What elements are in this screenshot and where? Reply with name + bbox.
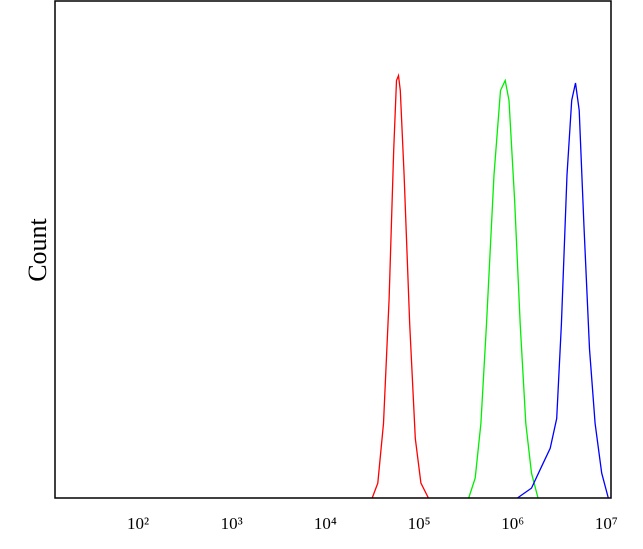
series-line (517, 82, 609, 499)
series-line (371, 73, 429, 499)
x-tick-label: 10³ (221, 514, 243, 533)
x-tick-label: 10⁶ (501, 514, 524, 533)
x-tick-label: 10⁷ (595, 514, 618, 533)
series-line (468, 78, 539, 499)
x-tick-label: 10⁵ (408, 514, 431, 533)
x-tick-label: 10⁴ (314, 514, 337, 533)
plot-frame (54, 0, 612, 499)
y-axis-label: Count (23, 217, 52, 281)
x-tick-label: 10² (127, 514, 149, 533)
